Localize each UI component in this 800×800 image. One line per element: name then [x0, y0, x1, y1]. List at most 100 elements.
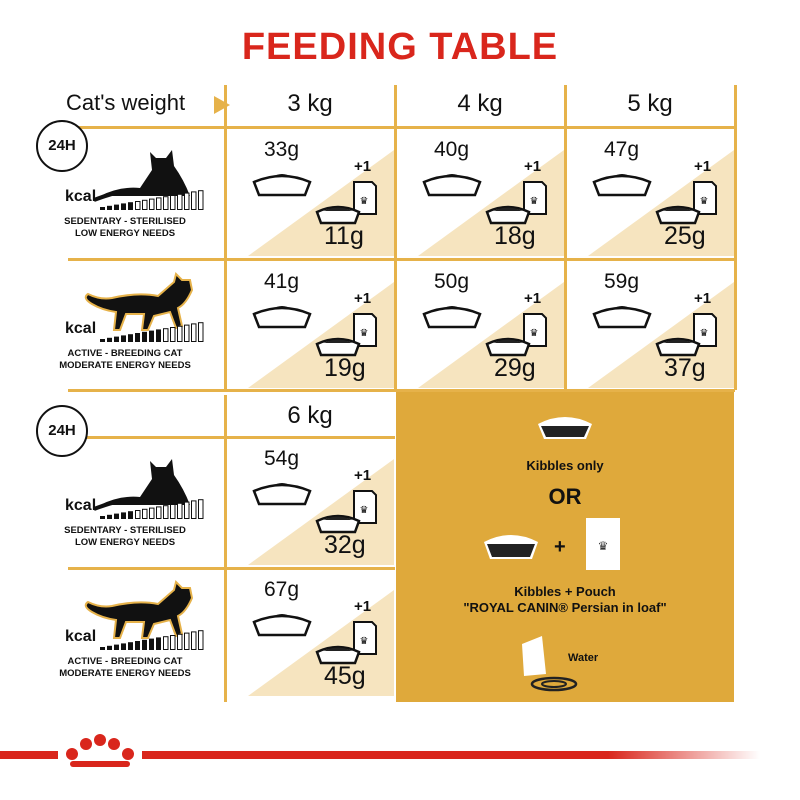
energy-profile-label: kcal SEDENTARY - STERILISED LOW ENERGY NE…: [30, 439, 220, 565]
grid-line: [224, 85, 227, 390]
svg-text:♛: ♛: [530, 328, 539, 339]
kibble-bowl-icon: [420, 300, 484, 335]
kibbles-only-amount: 41g: [264, 270, 300, 293]
weight-6kg: 6 kg: [287, 402, 333, 429]
energy-level-bars-icon: [100, 322, 220, 349]
kibble-bowl-small-icon: [484, 334, 532, 363]
24h-clock-icon: 24H: [36, 120, 88, 172]
cats-weight-label: Cat's weight: [66, 90, 186, 115]
activity-label: ACTIVE - BREEDING CAT: [67, 348, 183, 359]
energy-needs-label: MODERATE ENERGY NEEDS: [59, 668, 191, 679]
plus-one-pouch-label: +1: [354, 290, 372, 307]
grid-line: [564, 85, 567, 390]
kibbles-only-amount: 47g: [604, 138, 640, 161]
energy-needs-label: LOW ENERGY NEEDS: [74, 228, 176, 239]
product-label: "ROYAL CANIN® Persian in loaf": [463, 600, 667, 615]
kibble-bowl-small-icon: [654, 202, 702, 231]
or-label: OR: [548, 484, 582, 509]
kibble-bowl-icon: [420, 168, 484, 203]
grid-line: [68, 567, 395, 570]
royal-canin-crown-logo: [58, 728, 142, 772]
kibbles-with-pouch-amount: 18g: [494, 222, 536, 250]
walking-cat-icon: [78, 578, 198, 653]
kcal-label: kcal: [65, 497, 97, 514]
kibble-bowl-icon: [250, 477, 314, 512]
kibble-bowl-small-icon: [314, 511, 362, 540]
feeding-cell: 67g +1 ♛ 45g: [228, 570, 394, 696]
kibbles-only-amount: 33g: [264, 138, 300, 161]
feeding-cell: 40g +1 ♛ 18g: [398, 130, 564, 256]
kibbles-only-amount: 67g: [264, 578, 300, 601]
energy-profile-label: kcal SEDENTARY - STERILISED LOW ENERGY NE…: [30, 130, 220, 256]
energy-level-bars-icon: [100, 190, 220, 217]
activity-label: ACTIVE - BREEDING CAT: [67, 656, 183, 667]
feeding-cell: 50g +1 ♛ 29g: [398, 262, 564, 388]
feeding-cell: 33g +1 ♛ 11g: [228, 130, 394, 256]
grid-line: [68, 436, 395, 439]
kibble-bowl-small-icon: [654, 334, 702, 363]
pouch-icon: ♛: [586, 518, 620, 570]
kcal-label: kcal: [65, 320, 97, 337]
plus-one-pouch-label: +1: [354, 467, 372, 484]
plus-label: +: [554, 536, 566, 558]
24h-clock-icon: 24H: [36, 405, 88, 457]
svg-text:♛: ♛: [700, 328, 709, 339]
activity-label: SEDENTARY - STERILISED: [64, 216, 186, 227]
kibbles-with-pouch-amount: 45g: [324, 662, 366, 690]
svg-text:♛: ♛: [360, 636, 369, 647]
weight-5kg: 5 kg: [627, 90, 673, 117]
weight-4kg: 4 kg: [457, 90, 503, 117]
kibble-bowl-icon: [250, 300, 314, 335]
kibble-bowl-small-icon: [314, 334, 362, 363]
kibbles-with-pouch-amount: 19g: [324, 354, 366, 382]
grid-line: [224, 395, 227, 702]
kibble-bowl-icon: [590, 168, 654, 203]
kibble-bowl-icon: [250, 608, 314, 643]
energy-level-bars-icon: [100, 499, 220, 526]
kcal-label: kcal: [65, 628, 97, 645]
water-label: Water: [568, 652, 599, 664]
kibble-bowl-small-icon: [314, 202, 362, 231]
plus-one-pouch-label: +1: [354, 158, 372, 175]
grid-line: [68, 258, 735, 261]
kibbles-pouch-label: Kibbles + Pouch: [514, 584, 616, 599]
feeding-cell: 59g +1 ♛ 37g: [568, 262, 734, 388]
grid-line: [68, 389, 735, 392]
energy-profile-label: kcal ACTIVE - BREEDING CAT MODERATE ENERG…: [30, 570, 220, 696]
svg-text:♛: ♛: [360, 505, 369, 516]
lying-cat-icon: [90, 453, 200, 518]
plus-one-pouch-label: +1: [524, 158, 542, 175]
kibbles-only-amount: 59g: [604, 270, 640, 293]
kibble-bowl-small-icon: [484, 202, 532, 231]
kibbles-with-pouch-amount: 11g: [324, 222, 364, 250]
water-icon: [522, 636, 578, 692]
grid-line: [68, 126, 735, 129]
kcal-label: kcal: [65, 188, 97, 205]
kibble-bowl-icon: [250, 168, 314, 203]
footer-line: [0, 751, 760, 759]
kibble-bowl-icon: [538, 417, 592, 439]
kibbles-only-label: Kibbles only: [526, 458, 604, 473]
legend-panel: Kibbles only OR + ♛ Kibbles + Pouch "ROY…: [396, 392, 734, 702]
feeding-cell: 47g +1 ♛ 25g: [568, 130, 734, 256]
kibbles-with-pouch-amount: 29g: [494, 354, 536, 382]
kibbles-only-amount: 50g: [434, 270, 470, 293]
plus-one-pouch-label: +1: [524, 290, 542, 307]
kibbles-with-pouch-amount: 25g: [664, 222, 706, 250]
energy-profile-label: kcal ACTIVE - BREEDING CAT MODERATE ENERG…: [30, 262, 220, 388]
energy-needs-label: LOW ENERGY NEEDS: [74, 537, 176, 548]
grid-line: [394, 85, 397, 390]
svg-text:♛: ♛: [598, 539, 609, 553]
activity-label: SEDENTARY - STERILISED: [64, 525, 186, 536]
kibbles-only-amount: 54g: [264, 447, 300, 470]
feeding-cell: 41g +1 ♛ 19g: [228, 262, 394, 388]
energy-needs-label: MODERATE ENERGY NEEDS: [59, 360, 191, 371]
kibble-bowl-icon: [484, 535, 538, 559]
plus-one-pouch-label: +1: [354, 598, 372, 615]
svg-text:♛: ♛: [360, 328, 369, 339]
plus-one-pouch-label: +1: [694, 290, 712, 307]
svg-text:♛: ♛: [360, 196, 369, 207]
kibble-bowl-small-icon: [314, 642, 362, 671]
page-title: FEEDING TABLE: [241, 26, 559, 68]
kibbles-only-amount: 40g: [434, 138, 470, 161]
